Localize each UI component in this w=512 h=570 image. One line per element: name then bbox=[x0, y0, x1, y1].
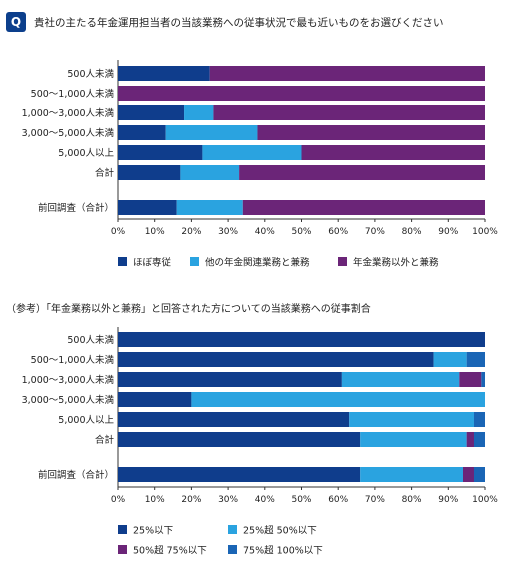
x-tick-label: 100% bbox=[472, 227, 498, 237]
x-tick-label: 40% bbox=[255, 495, 275, 505]
legend-swatch bbox=[190, 257, 199, 266]
legend-swatch bbox=[118, 525, 127, 534]
legend-label: 年金業務以外と兼務 bbox=[353, 257, 439, 269]
bar-segment bbox=[462, 467, 474, 482]
category-label: 合計 bbox=[95, 434, 115, 446]
x-tick-label: 20% bbox=[181, 227, 201, 237]
bar-segment bbox=[118, 392, 192, 407]
category-label: 5,000人以上 bbox=[58, 415, 114, 426]
x-tick-label: 80% bbox=[402, 227, 422, 237]
question-header: Q 貴社の主たる年金運用担当者の当該業務への従事状況で最も近いものをお選びくださ… bbox=[6, 11, 444, 33]
legend-label: 50%超 75%以下 bbox=[133, 545, 207, 557]
bar-segment bbox=[118, 372, 342, 387]
bar-segment bbox=[118, 145, 203, 160]
x-tick-label: 30% bbox=[218, 495, 238, 505]
bar-segment bbox=[257, 125, 485, 140]
bar-segment bbox=[202, 145, 302, 160]
bar-segment bbox=[360, 432, 467, 447]
category-label: 1,000～3,000人未満 bbox=[22, 107, 115, 119]
bar-segment bbox=[466, 352, 485, 367]
x-tick-label: 0% bbox=[111, 495, 126, 505]
x-tick-label: 50% bbox=[291, 495, 311, 505]
bar-segment bbox=[473, 412, 485, 427]
bar-segment bbox=[118, 432, 361, 447]
bar-segment bbox=[191, 392, 485, 407]
bar-segment bbox=[180, 165, 240, 180]
x-tick-label: 70% bbox=[365, 495, 385, 505]
bar-segment bbox=[118, 125, 166, 140]
category-label: 合計 bbox=[95, 167, 115, 179]
bar-segment bbox=[118, 200, 177, 215]
category-label: 500人未満 bbox=[67, 334, 114, 346]
x-tick-label: 10% bbox=[145, 495, 165, 505]
x-tick-label: 100% bbox=[472, 495, 498, 505]
x-tick-label: 40% bbox=[255, 227, 275, 237]
bar-segment bbox=[239, 165, 485, 180]
x-tick-label: 20% bbox=[181, 495, 201, 505]
bar-segment bbox=[466, 432, 474, 447]
category-label: 500人未満 bbox=[67, 68, 114, 80]
x-tick-label: 30% bbox=[218, 227, 238, 237]
chart-1: 0% 10% 20% 30% 40% 50% 60% 70% 80% 90% 100% 500人未満 5… bbox=[22, 60, 498, 269]
bar-segment bbox=[118, 105, 185, 120]
bar-segment bbox=[459, 372, 482, 387]
x-tick-label: 80% bbox=[402, 495, 422, 505]
legend-swatch bbox=[118, 545, 127, 554]
bar-segment bbox=[118, 332, 485, 347]
category-label: 3,000～5,000人未満 bbox=[22, 394, 115, 406]
x-tick-label: 70% bbox=[365, 227, 385, 237]
bar-segment bbox=[481, 372, 485, 387]
bar-segment bbox=[184, 105, 214, 120]
legend-swatch bbox=[228, 525, 237, 534]
bar-segment bbox=[349, 412, 474, 427]
x-tick-label: 60% bbox=[328, 495, 348, 505]
legend-swatch bbox=[118, 257, 127, 266]
bar-segment bbox=[118, 412, 350, 427]
bar-segment bbox=[118, 467, 361, 482]
category-label: 前回調査（合計） bbox=[38, 202, 114, 214]
bar-segment bbox=[176, 200, 243, 215]
bar-segment bbox=[473, 467, 485, 482]
category-label: 前回調査（合計） bbox=[38, 469, 114, 481]
legend-swatch bbox=[228, 545, 237, 554]
legend-label: 25%以下 bbox=[133, 526, 173, 537]
bar-segment bbox=[433, 352, 467, 367]
legend-swatch bbox=[338, 257, 347, 266]
bar-segment bbox=[360, 467, 463, 482]
bar-segment bbox=[165, 125, 258, 140]
x-tick-label: 10% bbox=[145, 227, 165, 237]
legend-label: 75%超 100%以下 bbox=[243, 545, 323, 557]
category-label: 5,000人以上 bbox=[58, 148, 114, 159]
bar-segment bbox=[473, 432, 485, 447]
x-tick-label: 90% bbox=[438, 495, 458, 505]
legend-label: 他の年金関連業務と兼務 bbox=[205, 257, 310, 269]
bar-segment bbox=[209, 66, 485, 81]
question-text: 貴社の主たる年金運用担当者の当該業務への従事状況で最も近いものをお選びください bbox=[34, 16, 444, 29]
bar-segment bbox=[118, 352, 434, 367]
bar-segment bbox=[341, 372, 460, 387]
legend-label: ほぼ専従 bbox=[133, 257, 172, 269]
bar-segment bbox=[118, 165, 181, 180]
x-tick-label: 90% bbox=[438, 227, 458, 237]
bar-segment bbox=[213, 105, 486, 120]
bar-segment bbox=[118, 66, 210, 81]
q-badge: Q bbox=[6, 12, 26, 32]
legend-label: 25%超 50%以下 bbox=[243, 525, 317, 537]
category-label: 3,000～5,000人未満 bbox=[22, 127, 115, 139]
x-tick-label: 0% bbox=[111, 227, 126, 237]
x-tick-label: 60% bbox=[328, 227, 348, 237]
chart-2-subtitle: （参考）「年金業務以外と兼務」と回答された方についての当該業務への従事割合 bbox=[6, 304, 371, 315]
category-label: 500～1,000人未満 bbox=[31, 88, 115, 100]
bar-segment bbox=[301, 145, 485, 160]
bar-segment bbox=[242, 200, 485, 215]
bar-segment bbox=[118, 86, 485, 101]
category-label: 500～1,000人未満 bbox=[31, 354, 115, 366]
x-tick-label: 50% bbox=[291, 227, 311, 237]
category-label: 1,000～3,000人未満 bbox=[22, 374, 115, 386]
